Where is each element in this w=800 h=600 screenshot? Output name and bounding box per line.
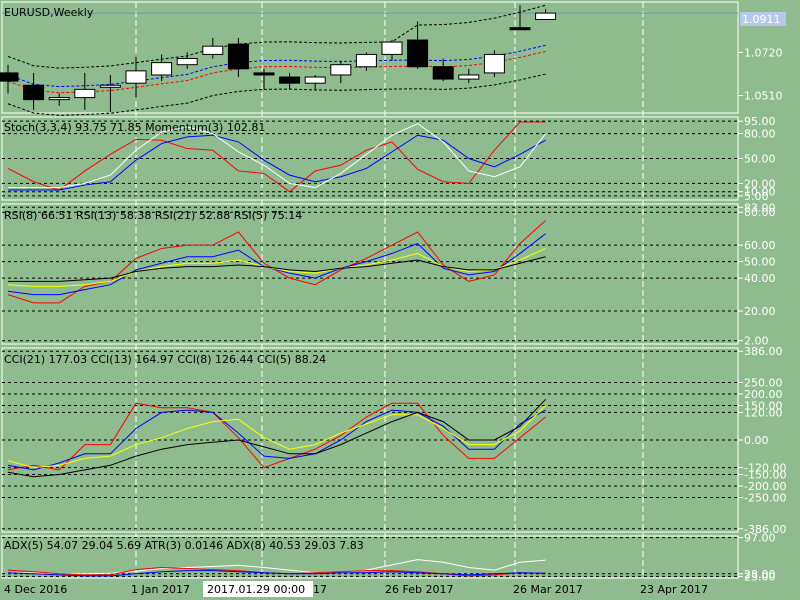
candle-body [535, 12, 557, 20]
stoch-label: Stoch(3,3,4) 93.75 71.85 Momentum(3) 102… [4, 121, 265, 134]
candle-body [99, 84, 121, 88]
rsi-label: RSI(8) 66.51 RSI(13) 58.38 RSI(21) 52.88… [4, 209, 302, 222]
axis-label: 28.00 [744, 568, 776, 581]
axis-label: 10.00 [744, 186, 776, 199]
candle-body [23, 84, 45, 101]
cci-label: CCI(21) 177.03 CCI(13) 164.97 CCI(8) 126… [4, 353, 326, 366]
oscillator-layer [7, 121, 546, 577]
axis-label: 95.00 [744, 115, 776, 128]
axis-label: 80.00 [744, 128, 776, 141]
series-line-4-0 [8, 559, 546, 575]
series-line-1-2 [8, 123, 546, 189]
axis-label: 83.00 [744, 201, 776, 214]
series-line-1-0 [7, 121, 546, 193]
candle-body [407, 39, 429, 68]
candle-body [48, 97, 70, 101]
candle-body [227, 43, 249, 70]
candle-body [125, 70, 147, 84]
axis-label: -250.00 [744, 492, 786, 505]
axis-label: 50.00 [744, 256, 776, 269]
text-layer: EURUSD,Weekly 1.0911 Stoch(3,3,4) 93.75 … [4, 6, 786, 597]
band-lower-line [7, 73, 546, 116]
axis-label: 5.00 [744, 190, 769, 203]
candle-body [330, 64, 352, 76]
axis-label: 386.00 [744, 345, 783, 358]
candle-body [483, 53, 505, 74]
x-tick-label: 26 Feb 2017 [385, 583, 453, 596]
axis-label: 2.00 [744, 335, 769, 348]
axis-label: 120.00 [744, 406, 783, 419]
pane-frame [1, 535, 739, 579]
series-line-2-0 [7, 220, 546, 304]
candle-body [432, 66, 454, 80]
axis-label: 250.00 [744, 377, 783, 390]
band-mid-blue-line [7, 44, 546, 88]
price-axis-label: 1.0720 [744, 46, 783, 59]
series-line-3-0 [7, 402, 546, 471]
candle-body [176, 58, 198, 66]
pane-frame [1, 203, 739, 345]
cursor-date: 2017.01.29 00:00 [207, 583, 305, 596]
candle-body [458, 74, 480, 80]
candle-body [151, 62, 173, 76]
axis-label: 20.00 [744, 305, 776, 318]
series-line-2-2 [7, 248, 546, 287]
adx-label: ADX(5) 54.07 29.04 5.69 ATR(3) 0.0146 AD… [4, 539, 364, 552]
candle-body [202, 45, 224, 55]
axis-label: 20.00 [744, 177, 776, 190]
series-line-3-2 [7, 405, 546, 469]
series-line-2-3 [8, 256, 546, 282]
price-tag-bg [740, 12, 786, 26]
series-line-3-1 [7, 409, 546, 471]
axis-label: -200.00 [744, 480, 786, 493]
series-line-2-1 [7, 233, 546, 296]
pane-frame [1, 1, 739, 114]
band-upper-line [7, 4, 546, 69]
price-tag: 1.0911 [742, 13, 781, 26]
x-tick-label: 26 Mar 2017 [513, 583, 583, 596]
candle-body [355, 53, 377, 68]
axis-label: 50.00 [744, 153, 776, 166]
candle-body [509, 27, 531, 31]
axis-label: 150.00 [744, 400, 783, 413]
candle-body [74, 88, 96, 99]
candle-layer [0, 4, 557, 116]
grid-layer [1, 1, 743, 579]
candle-body [0, 72, 19, 82]
price-axis-label: 1.0510 [744, 90, 783, 103]
axis-label: 80.00 [744, 206, 776, 219]
axis-label: -386.00 [744, 523, 786, 536]
axis-label: 23.00 [744, 570, 776, 583]
axis-label: 97.00 [744, 532, 776, 545]
series-line-3-3 [7, 398, 546, 478]
candle-body [279, 76, 301, 84]
axis-label: -120.00 [744, 462, 786, 475]
axis-label: 40.00 [744, 272, 776, 285]
candle-body [381, 41, 403, 55]
axis-label: 200.00 [744, 388, 783, 401]
main-title: EURUSD,Weekly [4, 6, 94, 19]
x-tick-label: 4 Dec 2016 [4, 583, 67, 596]
band-mid-red-line [7, 50, 546, 94]
x-tick-label: 23 Apr 2017 [640, 583, 708, 596]
series-line-4-2 [7, 570, 546, 577]
series-line-1-1 [8, 134, 546, 191]
axis-label: 0.00 [744, 434, 769, 447]
candle-body [304, 76, 326, 84]
cursor-date-bg [203, 581, 313, 597]
x-tick-label: 1 Jan 2017 [131, 583, 190, 596]
axis-label: 60.00 [744, 239, 776, 252]
candle-body [253, 72, 275, 76]
axis-label: -150.00 [744, 469, 786, 482]
x-tick-label: 17 [313, 583, 327, 596]
